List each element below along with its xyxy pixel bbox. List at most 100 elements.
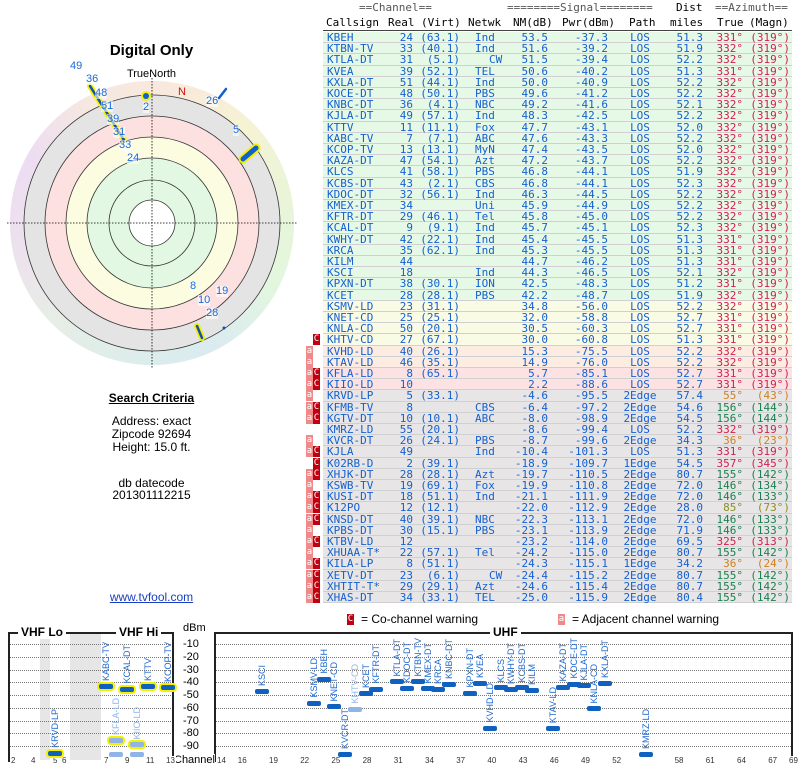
table-row[interactable]: XHJK-DT 28 (28.1) Azt -19.7 -110.5 2Edge 80.7 15… [323,468,792,480]
table-row[interactable]: KILM 44 44.7 -46.2 LOS 51.3 331° (319°) [323,256,792,268]
table-row[interactable]: KNSD-DT 40 (39.1) NBC -22.3 -113.1 2Edge 72.0 14… [323,513,792,525]
station-marker[interactable] [99,684,113,690]
station-marker[interactable] [369,686,383,692]
station-marker[interactable] [598,681,612,687]
station-marker[interactable] [359,691,373,697]
table-row[interactable]: KUSI-DT 18 (51.1) Ind -21.1 -111.9 2Edge 72.0 14… [323,491,792,503]
station-marker[interactable] [390,679,404,685]
station-marker[interactable] [442,682,456,688]
table-row[interactable]: KVEA 39 (52.1) TEL 50.6 -40.2 LOS 51.3 331° (319°… [323,65,792,77]
table-row[interactable]: KSCI 18 Ind 44.3 -46.5 LOS 52.1 332° (319°) [323,266,792,280]
station-marker[interactable] [109,737,123,743]
table-row[interactable]: KRCA 35 (62.1) Ind 45.3 -45.5 LOS 51.3 331° (319°… [323,244,792,256]
station-marker[interactable] [400,685,414,691]
station-marker[interactable] [130,742,144,748]
table-row[interactable]: KLCS 41 (58.1) PBS 46.8 -44.1 LOS 51.9 332° (319°… [323,165,792,179]
station-marker[interactable] [525,688,539,694]
table-row[interactable]: KJLA 49 Ind -10.4 -101.3 LOS 51.3 331° (319°) [323,446,792,458]
table-row[interactable]: KNLA-CD 50 (20.1) 30.5 -60.3 LOS 52.7 331° (319°… [323,323,792,335]
cell-virt: (4.1) [426,98,460,112]
table-row[interactable]: KTAV-LD 46 (35.1) 14.9 -76.0 LOS 52.2 332° (319°… [323,356,792,368]
tvfool-link[interactable]: www.tvfool.com [109,590,194,604]
station-marker[interactable] [421,686,435,692]
station-marker[interactable] [431,687,445,693]
station-marker[interactable] [515,685,529,691]
table-row[interactable]: KXLA-DT 51 (44.1) Ind 50.0 -40.9 LOS 52.2 332° (3… [323,76,792,88]
table-row[interactable]: XHAS-DT 34 (33.1) TEL -25.0 -115.9 2Edge 80.4 15… [323,592,792,604]
station-marker[interactable] [411,679,425,685]
station-marker[interactable] [567,681,581,687]
table-row[interactable]: KFMB-TV 8 CBS -6.4 -97.2 2Edge 54.6 156° (144°) [323,401,792,413]
table-row[interactable]: K12PO 12 (12.1) -22.0 -112.9 2Edge 28.0 85° (73°… [323,502,792,514]
station-marker[interactable] [639,752,653,757]
cell-magn: (319°) [750,232,790,246]
table-row[interactable]: KTLA-DT 31 (5.1) CW 51.5 -39.4 LOS 52.2 332° (319… [323,54,792,66]
table-row[interactable]: KCAL-DT 9 (9.1) Ind 45.7 -45.1 LOS 52.3 332° (319… [323,222,792,234]
table-row[interactable]: KABC-TV 7 (7.1) ABC 47.6 -43.3 LOS 52.2 332° (319… [323,132,792,144]
cell-callsign: KSWB-TV [327,479,374,492]
station-marker[interactable] [130,752,144,757]
table-row[interactable]: K02RB-D 2 (39.1) -18.9 -109.7 1Edge 54.5 357° (3… [323,457,792,469]
table-row[interactable]: KTBN-TV 33 (40.1) Ind 51.6 -39.2 LOS 51.9 332° (3… [323,43,792,55]
table-row[interactable]: KNET-CD 25 (25.1) 32.0 -58.8 LOS 52.7 331° (319°… [323,312,792,324]
station-marker[interactable] [307,700,321,706]
station-marker[interactable] [338,752,352,757]
group-header-azimuth: ==Azimuth== [715,1,788,14]
table-row[interactable]: XHTIT-T* 29 (29.1) Azt -24.6 -115.4 2Edge 80.7 1… [323,580,792,592]
table-row[interactable]: KDOC-DT 32 (56.1) Ind 46.3 -44.5 LOS 52.2 332° (3… [323,188,792,200]
station-marker[interactable] [463,690,477,696]
table-row[interactable]: KCBS-DT 43 (2.1) CBS 46.8 -44.1 LOS 52.3 332° (31… [323,177,792,189]
station-marker[interactable] [48,751,62,756]
polar-plot [7,78,297,368]
table-row[interactable]: KNBC-DT 36 (4.1) NBC 49.2 -41.6 LOS 52.1 332° (31… [323,98,792,112]
station-marker[interactable] [494,685,508,691]
table-row[interactable]: KCOP-TV 13 (13.1) MyN 47.4 -43.5 LOS 52.0 332° (3… [323,144,792,156]
table-row[interactable]: KIIO-LD 10 2.2 -88.6 LOS 52.7 331° (319°) [323,379,792,391]
station-marker[interactable] [120,686,134,692]
table-row[interactable]: KSMV-LD 23 (31.1) 34.8 -56.0 LOS 52.2 332° (319°… [323,300,792,312]
table-row[interactable]: KFLA-LD 8 (65.1) 5.7 -85.1 LOS 52.7 331° (319°) [323,368,792,380]
station-marker[interactable] [317,676,331,682]
table-row[interactable]: KSWB-TV 19 (69.1) Fox -19.9 -110.8 2Edge 72.0 14… [323,479,792,492]
table-row[interactable]: KMRZ-LD 55 (20.1) -8.6 -99.4 LOS 52.2 332° (319°… [323,424,792,436]
cell-dist: 51.9 [676,165,704,179]
table-row[interactable]: KGTV-DT 10 (10.1) ABC -8.0 -98.9 2Edge 54.5 156°… [323,412,792,424]
station-marker[interactable] [141,684,155,690]
station-marker[interactable] [483,725,497,731]
table-row[interactable]: KWHY-DT 42 (22.1) Ind 45.4 -45.5 LOS 51.3 331° (3… [323,232,792,246]
table-row[interactable]: KBEH 24 (63.1) Ind 53.5 -37.3 LOS 51.3 331° (319°… [323,32,792,44]
station-marker[interactable] [473,680,487,686]
cell-pwr: -46.5 [574,266,608,280]
station-marker[interactable] [109,752,123,757]
table-row[interactable]: KMEX-DT 34 Uni 45.9 -44.9 LOS 52.2 332° (319°) [323,200,792,212]
table-row[interactable]: KOCE-DT 48 (50.1) PBS 49.6 -41.2 LOS 52.2 332° (3… [323,87,792,100]
co-channel-warning-icon: C [313,457,320,469]
table-row[interactable]: KTBV-LD 12 -23.2 -114.0 2Edge 69.5 325° (313°) [323,535,792,548]
table-row[interactable]: KAZA-DT 47 (54.1) Azt 47.2 -43.7 LOS 52.2 332° (3… [323,155,792,167]
table-row[interactable]: KFTR-DT 29 (46.1) Tel 45.8 -45.0 LOS 52.2 332° (3… [323,211,792,223]
station-marker[interactable] [348,706,362,712]
station-marker[interactable] [255,688,269,694]
station-marker[interactable] [556,684,570,690]
station-marker[interactable] [327,704,341,710]
table-row[interactable]: KCET 28 (28.1) PBS 42.2 -48.7 LOS 51.9 332° (319°… [323,289,792,301]
station-marker[interactable] [546,726,560,732]
table-row[interactable]: KTTV 11 (11.1) Fox 47.7 -43.1 LOS 52.0 332° (319°… [323,121,792,133]
station-marker[interactable] [504,687,518,693]
table-row[interactable]: XETV-DT 23 (6.1) CW -24.4 -115.2 2Edge 80.7 155°… [323,569,792,581]
station-marker[interactable] [587,706,601,712]
table-row[interactable]: KPXN-DT 38 (30.1) ION 42.5 -48.3 LOS 51.2 331° (3… [323,278,792,290]
table-row[interactable]: KHTV-CD 27 (67.1) 30.0 -60.8 LOS 51.3 331° (319°… [323,334,792,346]
table-row[interactable]: KJLA-DT 49 (57.1) Ind 48.3 -42.5 LOS 52.2 332° (3… [323,109,792,123]
station-marker[interactable] [577,683,591,689]
table-row[interactable]: XHUAA-T* 22 (57.1) Tel -24.2 -115.0 2Edge 80.7 1… [323,547,792,559]
table-row[interactable]: KPBS-DT 30 (15.1) PBS -23.1 -113.9 2Edge 71.9 14… [323,524,792,536]
table-row[interactable]: KRVD-LP 5 (33.1) -4.6 -95.5 2Edge 57.4 55° (43°) [323,390,792,402]
cell-callsign: KTBV-LD [327,535,374,548]
table-row[interactable]: KVHD-LD 40 (26.1) 15.3 -75.5 LOS 52.2 332° (319°… [323,345,792,357]
station-marker[interactable] [161,684,175,690]
table-row[interactable]: KILA-LP 8 (51.1) -24.3 -115.1 1Edge 34.2 36° (24… [323,558,792,570]
cell-true: 332° [716,87,744,100]
table-row[interactable]: KVCR-DT 26 (24.1) PBS -8.7 -99.6 2Edge 34.3 36° (… [323,435,792,447]
cell-real: 49 [399,109,413,123]
